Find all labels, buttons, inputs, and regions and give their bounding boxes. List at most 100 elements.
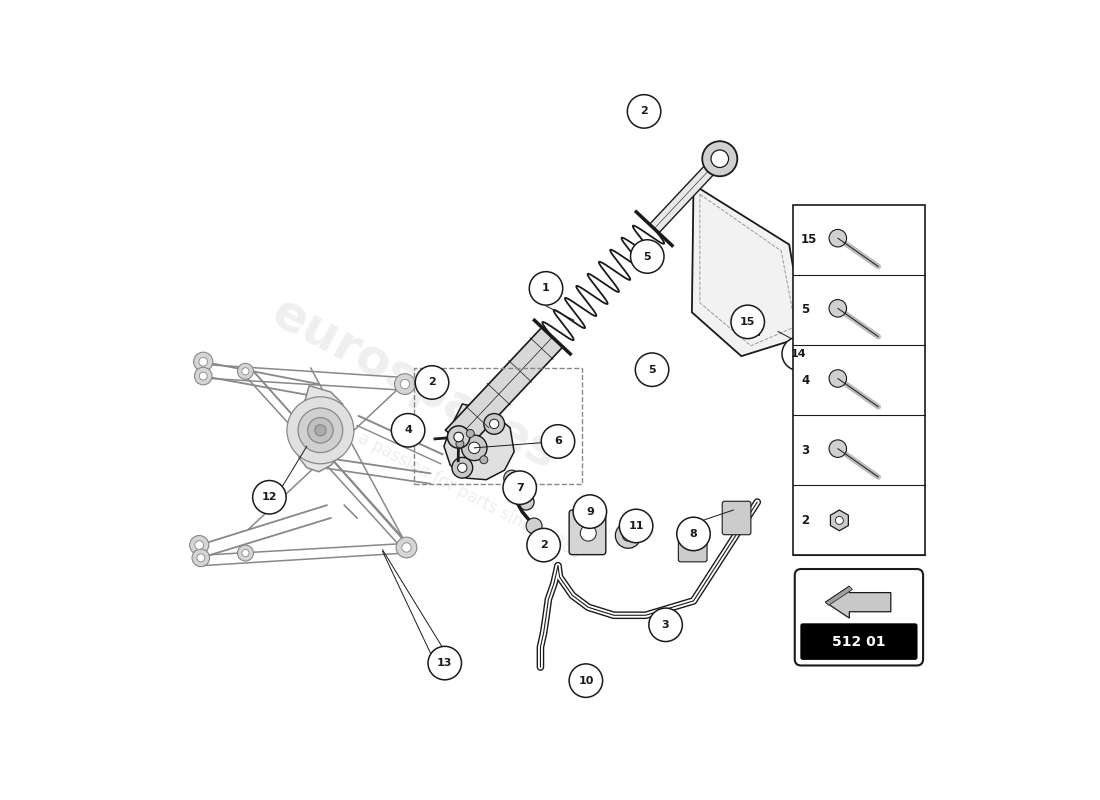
Text: 6: 6 <box>554 437 562 446</box>
Text: 13: 13 <box>437 658 452 668</box>
Circle shape <box>253 481 286 514</box>
Circle shape <box>400 379 409 389</box>
Circle shape <box>189 535 209 554</box>
Text: 1: 1 <box>542 283 550 294</box>
Polygon shape <box>830 510 848 530</box>
Circle shape <box>835 516 844 524</box>
Polygon shape <box>446 327 563 450</box>
Circle shape <box>197 554 205 562</box>
Text: 5: 5 <box>801 303 810 317</box>
Circle shape <box>396 537 417 558</box>
Circle shape <box>480 456 487 464</box>
Polygon shape <box>692 185 805 356</box>
Text: eurospares: eurospares <box>264 289 565 479</box>
Bar <box>793 205 925 555</box>
Circle shape <box>469 442 480 454</box>
Text: 14: 14 <box>791 349 806 358</box>
Circle shape <box>195 541 204 550</box>
Circle shape <box>518 494 535 510</box>
Text: 5: 5 <box>648 365 656 374</box>
FancyBboxPatch shape <box>723 502 751 534</box>
Circle shape <box>192 549 210 566</box>
Circle shape <box>194 352 212 371</box>
Circle shape <box>630 240 664 274</box>
Circle shape <box>573 495 606 528</box>
Circle shape <box>829 440 847 458</box>
Bar <box>415 368 582 484</box>
Circle shape <box>702 141 737 176</box>
FancyBboxPatch shape <box>679 528 707 562</box>
Circle shape <box>402 543 411 552</box>
Polygon shape <box>444 404 514 480</box>
Circle shape <box>199 372 207 380</box>
Circle shape <box>615 522 641 548</box>
Text: 15: 15 <box>801 234 817 246</box>
Circle shape <box>649 608 682 642</box>
Circle shape <box>627 94 661 128</box>
Circle shape <box>829 299 847 317</box>
Circle shape <box>462 435 487 461</box>
Circle shape <box>541 425 574 458</box>
Circle shape <box>458 463 468 473</box>
Circle shape <box>732 305 764 338</box>
Circle shape <box>454 432 463 442</box>
Text: 5: 5 <box>644 251 651 262</box>
Circle shape <box>529 272 563 305</box>
Text: 3: 3 <box>801 444 810 457</box>
Polygon shape <box>649 156 723 233</box>
Text: 8: 8 <box>690 529 697 539</box>
Circle shape <box>676 517 711 550</box>
Circle shape <box>829 370 847 387</box>
Polygon shape <box>825 586 852 606</box>
Circle shape <box>711 150 728 167</box>
Circle shape <box>503 471 537 505</box>
Text: 12: 12 <box>262 492 277 502</box>
Circle shape <box>199 358 208 366</box>
Text: 2: 2 <box>540 540 548 550</box>
Text: 3: 3 <box>662 620 670 630</box>
Circle shape <box>452 458 473 478</box>
FancyBboxPatch shape <box>569 510 606 554</box>
Circle shape <box>619 510 652 542</box>
FancyBboxPatch shape <box>794 569 923 666</box>
Circle shape <box>238 545 253 561</box>
Text: 15: 15 <box>740 317 756 327</box>
Circle shape <box>526 518 542 534</box>
Text: 4: 4 <box>404 426 412 435</box>
Text: 512 01: 512 01 <box>833 635 886 650</box>
Circle shape <box>581 525 596 541</box>
Text: 11: 11 <box>628 521 643 531</box>
Circle shape <box>242 550 249 557</box>
Circle shape <box>448 426 470 448</box>
Text: 10: 10 <box>579 676 594 686</box>
Circle shape <box>782 337 815 370</box>
Text: a passion for parts since 1985: a passion for parts since 1985 <box>355 429 585 562</box>
Circle shape <box>455 440 464 448</box>
Text: 2: 2 <box>640 106 648 117</box>
Circle shape <box>395 374 416 394</box>
Text: 9: 9 <box>586 506 594 517</box>
Circle shape <box>392 414 425 447</box>
Circle shape <box>242 368 249 375</box>
Circle shape <box>490 419 499 429</box>
Circle shape <box>569 664 603 698</box>
Circle shape <box>466 430 474 438</box>
Circle shape <box>636 353 669 386</box>
Circle shape <box>315 425 326 436</box>
Circle shape <box>428 646 462 680</box>
Text: 4: 4 <box>801 374 810 386</box>
Circle shape <box>287 397 354 464</box>
Circle shape <box>527 528 560 562</box>
Circle shape <box>195 367 212 385</box>
Text: 2: 2 <box>428 378 436 387</box>
Circle shape <box>504 470 519 486</box>
Circle shape <box>829 230 847 247</box>
Polygon shape <box>295 386 346 472</box>
FancyBboxPatch shape <box>801 623 917 660</box>
Circle shape <box>623 530 634 541</box>
Circle shape <box>484 414 505 434</box>
Polygon shape <box>825 586 891 618</box>
Circle shape <box>238 363 253 379</box>
Circle shape <box>416 366 449 399</box>
Text: 2: 2 <box>801 514 810 527</box>
